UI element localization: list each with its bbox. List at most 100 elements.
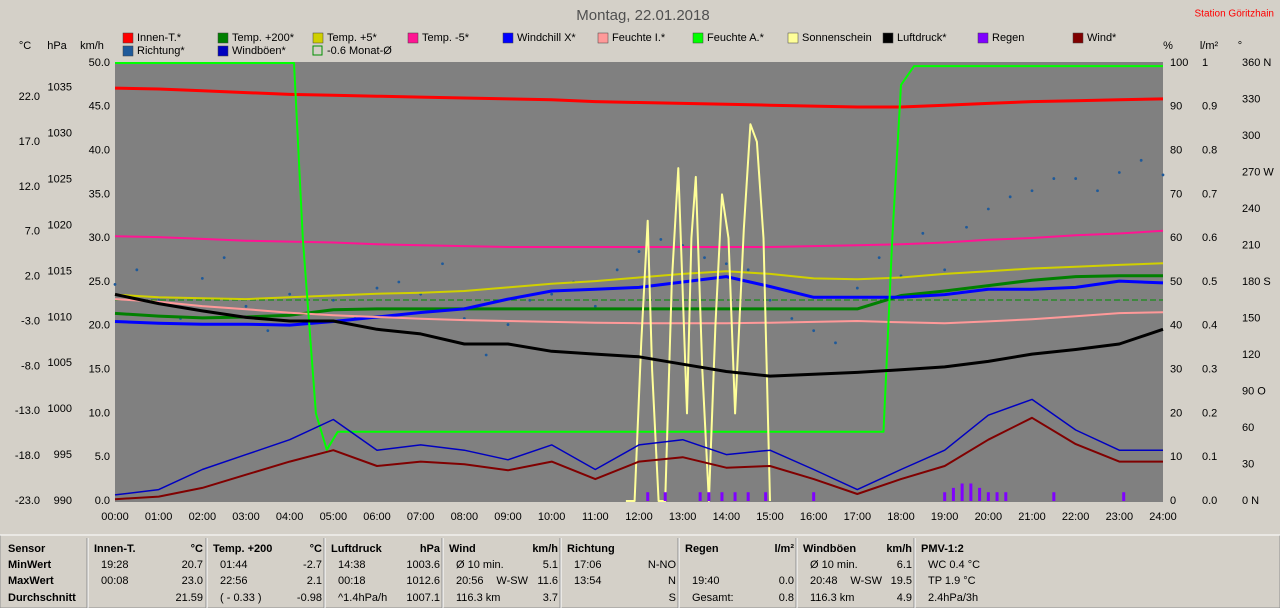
direction-dot [812, 329, 816, 333]
y-tick-label: 0.2 [1202, 407, 1217, 419]
legend-label: Luftdruck* [897, 32, 947, 44]
axis-unit: km/h [80, 40, 104, 52]
y-tick-label: 15.0 [89, 364, 110, 376]
rain-bar [764, 492, 768, 501]
series-line [114, 86, 1164, 109]
direction-dot [288, 292, 292, 296]
legend-swatch [217, 45, 229, 57]
direction-dot [375, 286, 379, 290]
y-tick-label: -3.0 [21, 315, 40, 327]
y-tick-label: 0 N [1242, 495, 1259, 507]
cell: ( - 0.33 ) [220, 592, 262, 604]
y-tick-label: 1020 [48, 219, 72, 231]
group-unit: °C [191, 543, 203, 555]
legend-label: Sonnenschein [802, 32, 872, 44]
series-line [115, 62, 1163, 451]
x-tick-label: 22:00 [1062, 511, 1090, 523]
direction-dot [222, 256, 226, 260]
cell: 00:08 [101, 575, 129, 587]
legend-label: -0.6 Monat-Ø [327, 45, 392, 57]
cell: 1007.1 [406, 592, 440, 604]
y-tick-label: 150 [1242, 312, 1260, 324]
rain-bar [707, 492, 711, 501]
group-title: Luftdruck [331, 543, 383, 555]
y-tick-label: 60 [1170, 232, 1182, 244]
axis-unit: % [1163, 40, 1173, 52]
row-label: MaxWert [8, 575, 54, 587]
direction-dot [986, 207, 990, 211]
direction-dot [528, 298, 532, 302]
legend-swatch [122, 32, 134, 44]
x-tick-label: 04:00 [276, 511, 304, 523]
y-tick-label: 2.0 [25, 271, 40, 283]
cell: 20:48 [810, 575, 838, 587]
x-tick-label: 16:00 [800, 511, 828, 523]
y-tick-label: 0 [1170, 495, 1176, 507]
y-tick-label: 35.0 [89, 188, 110, 200]
y-tick-label: 30.0 [89, 232, 110, 244]
legend-label: Temp. +5* [327, 32, 378, 44]
y-tick-label: 20.0 [89, 320, 110, 332]
axis-unit: l/m² [1200, 40, 1219, 52]
x-tick-label: 20:00 [975, 511, 1003, 523]
legend-swatch [977, 32, 989, 44]
legend-label: Regen [992, 32, 1024, 44]
group-unit: l/m² [774, 543, 794, 555]
direction-dot [615, 268, 619, 272]
cell: 0.0 [779, 575, 794, 587]
cell: TP 1.9 °C [928, 575, 976, 587]
y-tick-label: 20 [1170, 407, 1182, 419]
rain-bar [1004, 492, 1008, 501]
cell: 0.8 [779, 592, 794, 604]
y-tick-label: 360 N [1242, 57, 1271, 69]
cell: 19:40 [692, 575, 720, 587]
legend-label: Temp. -5* [422, 32, 470, 44]
rain-bar [1122, 492, 1126, 501]
y-tick-label: 1030 [48, 128, 72, 140]
cell: WC 0.4 °C [928, 559, 980, 571]
cell: Ø 10 min. [456, 559, 504, 571]
y-tick-label: 120 [1242, 349, 1260, 361]
cell: 22:56 [220, 575, 248, 587]
y-tick-label: 40 [1170, 320, 1182, 332]
y-tick-label: 30 [1242, 458, 1254, 470]
legend-swatch [407, 32, 419, 44]
x-tick-label: 21:00 [1018, 511, 1046, 523]
cell: 13:54 [574, 575, 602, 587]
group-title: PMV-1:2 [921, 543, 964, 555]
direction-dot [965, 225, 968, 229]
y-tick-label: 90 O [1242, 385, 1266, 397]
series-line [114, 292, 1164, 378]
x-tick-label: 18:00 [887, 511, 915, 523]
y-tick-label: 90 [1170, 101, 1182, 113]
cell: 20.7 [182, 559, 203, 571]
rain-bar [646, 492, 650, 501]
axis-unit: hPa [47, 40, 67, 52]
cell: Ø 10 min. [810, 559, 858, 571]
series-line [114, 398, 1163, 496]
x-tick-label: 06:00 [363, 511, 391, 523]
rain-bar [812, 492, 816, 501]
direction-dot [441, 262, 444, 266]
direction-dot [1117, 171, 1121, 174]
x-tick-label: 12:00 [625, 511, 653, 523]
y-tick-label: 0.7 [1202, 188, 1217, 200]
cell: 21.59 [175, 592, 203, 604]
chart-title: Montag, 22.01.2018 [576, 7, 709, 24]
rain-bar [720, 492, 724, 501]
direction-dot [1074, 177, 1078, 180]
x-tick-label: 23:00 [1106, 511, 1134, 523]
legend-swatch [597, 32, 609, 44]
x-tick-label: 00:00 [101, 511, 129, 523]
x-tick-label: 15:00 [756, 511, 784, 523]
series-line [114, 275, 1164, 327]
cell: 2.1 [307, 575, 322, 587]
y-tick-label: 0.0 [1202, 495, 1217, 507]
direction-dot [1052, 177, 1056, 180]
direction-dot [1096, 189, 1099, 193]
y-tick-label: 40.0 [89, 145, 110, 157]
x-tick-label: 14:00 [713, 511, 741, 523]
legend-swatch [217, 32, 229, 44]
direction-dot [790, 317, 794, 320]
y-tick-label: 50 [1170, 276, 1182, 288]
